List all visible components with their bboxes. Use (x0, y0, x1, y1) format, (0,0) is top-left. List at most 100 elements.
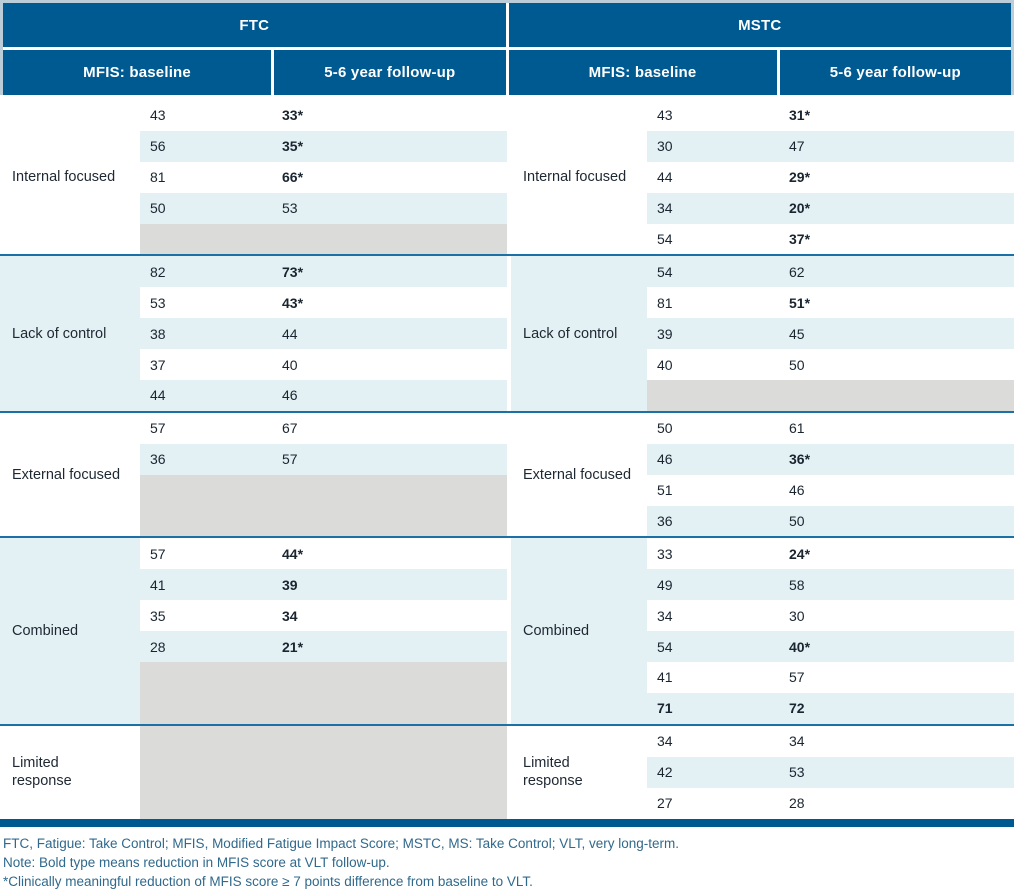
baseline-value: 41 (657, 669, 673, 686)
followup-value: 30 (789, 607, 805, 624)
table-bottom-bar (0, 818, 1014, 827)
mstc-data-row: 43 31* (647, 100, 1014, 131)
baseline-value: 36 (657, 513, 673, 530)
ftc-category-label: External focused (12, 466, 121, 483)
mstc-category-cell: Lack of control (511, 256, 647, 411)
group-divider (507, 412, 511, 537)
followup-value: 58 (789, 576, 805, 593)
baseline-value: 34 (657, 733, 673, 750)
mstc-data-row: 41 57 (647, 662, 1014, 693)
followup-value: 40* (789, 638, 811, 655)
baseline-value: 54 (657, 263, 673, 280)
ftc-data-row: 41 39 (140, 569, 507, 601)
baseline-value: 71 (657, 700, 673, 717)
baseline-value: 57 (150, 545, 166, 562)
mstc-category-cell: Combined (511, 538, 647, 724)
mstc-data-row: 71 72 (647, 692, 1014, 724)
baseline-value: 28 (150, 638, 166, 655)
baseline-value: 34 (657, 607, 673, 624)
baseline-value: 38 (150, 325, 166, 342)
followup-value: 35* (282, 138, 304, 155)
ftc-category-cell: Lack of control (0, 256, 140, 411)
baseline-value: 53 (150, 294, 166, 311)
baseline-value: 81 (657, 294, 673, 311)
ftc-data-column: 57 67 36 57 (140, 412, 507, 537)
mstc-data-column: 54 62 81 51* 39 45 40 50 (647, 256, 1014, 411)
followup-value: 62 (789, 263, 805, 280)
mstc-data-row: 54 40* (647, 631, 1014, 663)
ftc-data-row: 57 44* (140, 538, 507, 570)
group-divider (507, 100, 511, 255)
mstc-data-row: 54 37* (647, 223, 1014, 255)
followup-value: 61 (789, 420, 805, 437)
ftc-category-label: Combined (12, 623, 79, 640)
mstc-category-cell: Internal focused (511, 100, 647, 255)
section-limited-response: Limited response Limited response 34 34 42 53… (0, 723, 1014, 819)
baseline-value: 35 (150, 607, 166, 624)
mstc-data-row: 40 50 (647, 349, 1014, 381)
followup-value: 33* (282, 107, 304, 124)
ftc-data-column: 43 33* 56 35* 81 66* 50 53 (140, 100, 507, 255)
mstc-data-column: 43 31* 30 47 44 29* 34 20* 54 37* (647, 100, 1014, 255)
baseline-value: 51 (657, 482, 673, 499)
baseline-value: 44 (150, 387, 166, 404)
ftc-data-row: 28 21* (140, 631, 507, 663)
mstc-category-label: Limited response (523, 755, 583, 790)
ftc-data-row: 37 40 (140, 349, 507, 381)
column-group-mstc-label: MSTC (738, 16, 782, 34)
followup-value: 57 (282, 451, 298, 468)
baseline-value: 54 (657, 638, 673, 655)
ftc-category-cell: External focused (0, 412, 140, 537)
mstc-data-row: 27 28 (647, 787, 1014, 819)
baseline-value: 50 (657, 420, 673, 437)
followup-value: 57 (789, 669, 805, 686)
header-group-row: FTC MSTC (3, 3, 1011, 47)
mstc-data-column: 33 24* 49 58 34 30 54 40* 41 57 71 72 (647, 538, 1014, 724)
mstc-category-label: Lack of control (523, 325, 618, 342)
footnote-abbreviations: FTC, Fatigue: Take Control; MFIS, Modifi… (3, 835, 679, 851)
ftc-data-row: 35 34 (140, 600, 507, 632)
followup-value: 66* (282, 169, 304, 186)
ftc-data-row: 81 66* (140, 161, 507, 193)
baseline-value: 49 (657, 576, 673, 593)
followup-value: 50 (789, 356, 805, 373)
followup-value: 20* (789, 200, 811, 217)
column-group-mstc: MSTC (508, 3, 1011, 47)
ftc-followup-header-label: 5-6 year follow-up (324, 64, 456, 81)
ftc-category-cell: Limited response (0, 725, 140, 819)
column-group-ftc: FTC (3, 3, 506, 47)
followup-value: 44 (282, 325, 298, 342)
ftc-empty-cells (140, 223, 507, 255)
mstc-data-column: 50 61 46 36* 51 46 36 50 (647, 412, 1014, 537)
baseline-value: 33 (657, 545, 673, 562)
mstc-category-label: External focused (523, 466, 632, 483)
mstc-data-row: 44 29* (647, 161, 1014, 193)
baseline-value: 82 (150, 263, 166, 280)
followup-value: 31* (789, 107, 811, 124)
baseline-value: 81 (150, 169, 166, 186)
followup-value: 36* (789, 451, 811, 468)
ftc-data-row: 36 57 (140, 443, 507, 475)
baseline-value: 43 (150, 107, 166, 124)
ftc-data-row: 56 35* (140, 130, 507, 162)
baseline-value: 50 (150, 200, 166, 217)
mstc-baseline-header-label: MFIS: baseline (588, 64, 697, 81)
baseline-value: 44 (657, 169, 673, 186)
ftc-empty-cells (140, 474, 507, 537)
ftc-category-cell: Combined (0, 538, 140, 724)
mstc-data-row: 39 45 (647, 318, 1014, 350)
footnote-asterisk: *Clinically meaningful reduction of MFIS… (3, 873, 533, 889)
followup-value: 39 (282, 576, 298, 593)
baseline-value: 56 (150, 138, 166, 155)
group-divider (507, 538, 511, 724)
mstc-empty-cells (647, 380, 1014, 411)
ftc-category-label: Internal focused (12, 169, 116, 186)
mstc-category-cell: External focused (511, 412, 647, 537)
mstc-data-row: 30 47 (647, 130, 1014, 162)
followup-value: 47 (789, 138, 805, 155)
followup-value: 34 (282, 607, 298, 624)
mstc-data-row: 46 36* (647, 443, 1014, 475)
mstc-data-row: 36 50 (647, 505, 1014, 537)
followup-value: 46 (789, 482, 805, 499)
ftc-data-column: 57 44* 41 39 35 34 28 21* (140, 538, 507, 724)
